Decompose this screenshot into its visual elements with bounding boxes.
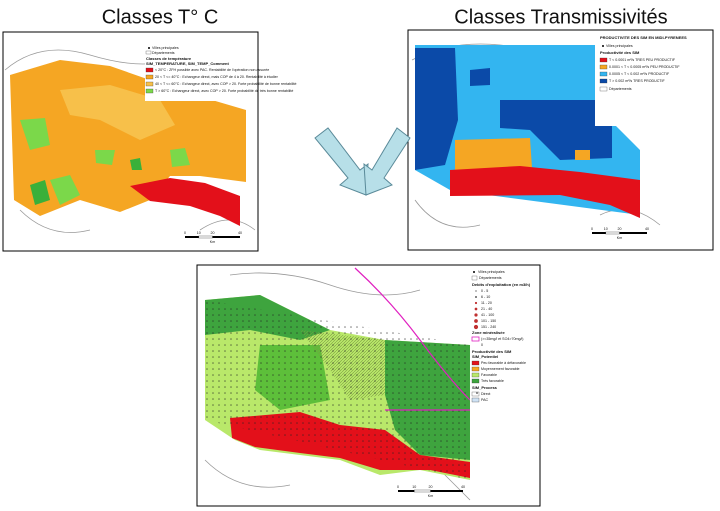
legend-text: Productivité des SIM [600, 50, 640, 55]
legend-text: SIM_Potentiel [472, 354, 498, 359]
zone-swatch [471, 336, 480, 342]
legend-text: 0 [481, 343, 483, 347]
legend-text: < 20°C : ZFH possible avec PAC. Rentabil… [155, 68, 269, 72]
flow-marker [474, 319, 478, 323]
flow-marker [474, 307, 478, 311]
legend-text: 6 - 10 [481, 295, 490, 299]
legend-text: Villes principales [606, 44, 633, 48]
legend-swatch [145, 88, 154, 94]
legend-swatch [471, 397, 480, 403]
flow-marker [474, 313, 478, 317]
scale-label: 0 [591, 227, 593, 231]
scale-label: Km [210, 240, 215, 244]
legend-text: Debits d'exploitation (en m3/h) [472, 282, 531, 287]
legend-text: 151 - 240 [481, 325, 496, 329]
legend-swatch [471, 391, 480, 397]
heading-left: Classes T° C [102, 6, 219, 28]
scale-label: 40 [645, 227, 649, 231]
legend-swatch [145, 67, 154, 73]
legend-text: SIM_Process [472, 385, 498, 390]
scale-bar [605, 231, 620, 235]
legend-swatch [599, 57, 608, 63]
scale-label: Km [428, 494, 433, 498]
legend-swatch [599, 64, 608, 70]
transmissivity-map: 0 10 20 40 Km [407, 29, 714, 251]
legend-swatch [599, 78, 608, 84]
scale-label: 10 [412, 485, 416, 489]
scale-label: 0 [184, 231, 186, 235]
legend-swatch [471, 366, 480, 372]
legend-text: T < 0.0001 m²/s TRES PEU PRODUCTIF [609, 58, 676, 62]
scale-label: 20 [618, 227, 622, 231]
scale-label: Km [617, 236, 622, 240]
flow-marker [473, 324, 479, 330]
dept-swatch [599, 86, 608, 92]
city-marker [148, 47, 150, 49]
legend-text: 0.0001 < T < 0.0005 m²/s PEU PRODUCTIF [609, 65, 680, 69]
legend-text: Classes de température [146, 56, 192, 61]
legend-text: Favorable [481, 373, 497, 377]
scale-label: 20 [429, 485, 433, 489]
flow-marker [474, 301, 478, 305]
legend-swatch [145, 81, 154, 87]
scale-label: 20 [211, 231, 215, 235]
legend-text: 11 - 20 [481, 301, 492, 305]
legend-text: SIM_TEMPERATURE, SIM_TEMP_Comment [146, 61, 229, 66]
scale-label: 40 [461, 485, 465, 489]
scale-label: 0 [397, 485, 399, 489]
legend-text: Départements [609, 87, 632, 91]
legend-text: Peu favorable à défavorable [481, 361, 526, 365]
city-marker [473, 271, 475, 273]
legend-text: PAC [481, 398, 489, 402]
legend-text: T > 0.002 m²/s TRES PRODUCTIF [609, 79, 665, 83]
legend-swatch [145, 74, 154, 80]
legend-text: Zone minéralisée [472, 330, 505, 335]
legend-text: Productivité des SIM [472, 349, 512, 354]
legend-text: Villes principales [152, 46, 179, 50]
legend-text: (>=35mg/l et SO4>70mg/l) [481, 337, 523, 341]
arrows [314, 127, 411, 196]
dept-swatch [145, 50, 152, 55]
flow-marker [475, 296, 477, 298]
scale-bar [414, 489, 431, 493]
legend-swatch [471, 360, 480, 366]
legend-text: 0 - 5 [481, 289, 488, 293]
scale-label: 10 [604, 227, 608, 231]
temperature-map: 0 10 20 40 Km [2, 31, 259, 252]
legend-text: 101 - 150 [481, 319, 496, 323]
legend-text: T > 60°C : Echangeur direct, avec COP > … [155, 89, 293, 93]
legend-text: 21 - 40 [481, 307, 492, 311]
legend-text: 41 - 100 [481, 313, 494, 317]
legend-swatch [471, 378, 480, 384]
legend-text: Villes principales [478, 270, 505, 274]
legend-text: Direct [481, 392, 490, 396]
legend-text: Très favorable [481, 379, 504, 383]
legend-text: PRODUCTIVITE DES SIM EN MIDI-PYRENEES [600, 35, 687, 40]
scale-label: 40 [238, 231, 242, 235]
scale-bar [198, 235, 213, 239]
legend-text: Départements [479, 276, 502, 280]
legend-text: Moyennement favorable [481, 367, 520, 371]
potential-map: 0 10 20 40 Km [196, 264, 541, 507]
heading-right: Classes Transmissivités [454, 6, 667, 28]
scale-label: 10 [197, 231, 201, 235]
legend-text: 40 < T <= 60°C : Echangeur direct, avec … [155, 82, 296, 86]
legend-text: 0.0005 < T < 0.002 m²/s PRODUCTIF [609, 72, 670, 76]
flow-marker [475, 290, 477, 292]
legend-text: 20 < T <= 40°C : Echangeur direct, mais … [155, 75, 279, 79]
legend-swatch [599, 71, 608, 77]
legend-swatch [471, 372, 480, 378]
dept-swatch [471, 275, 478, 281]
legend-text: Départements [152, 51, 175, 55]
city-marker [602, 45, 604, 47]
